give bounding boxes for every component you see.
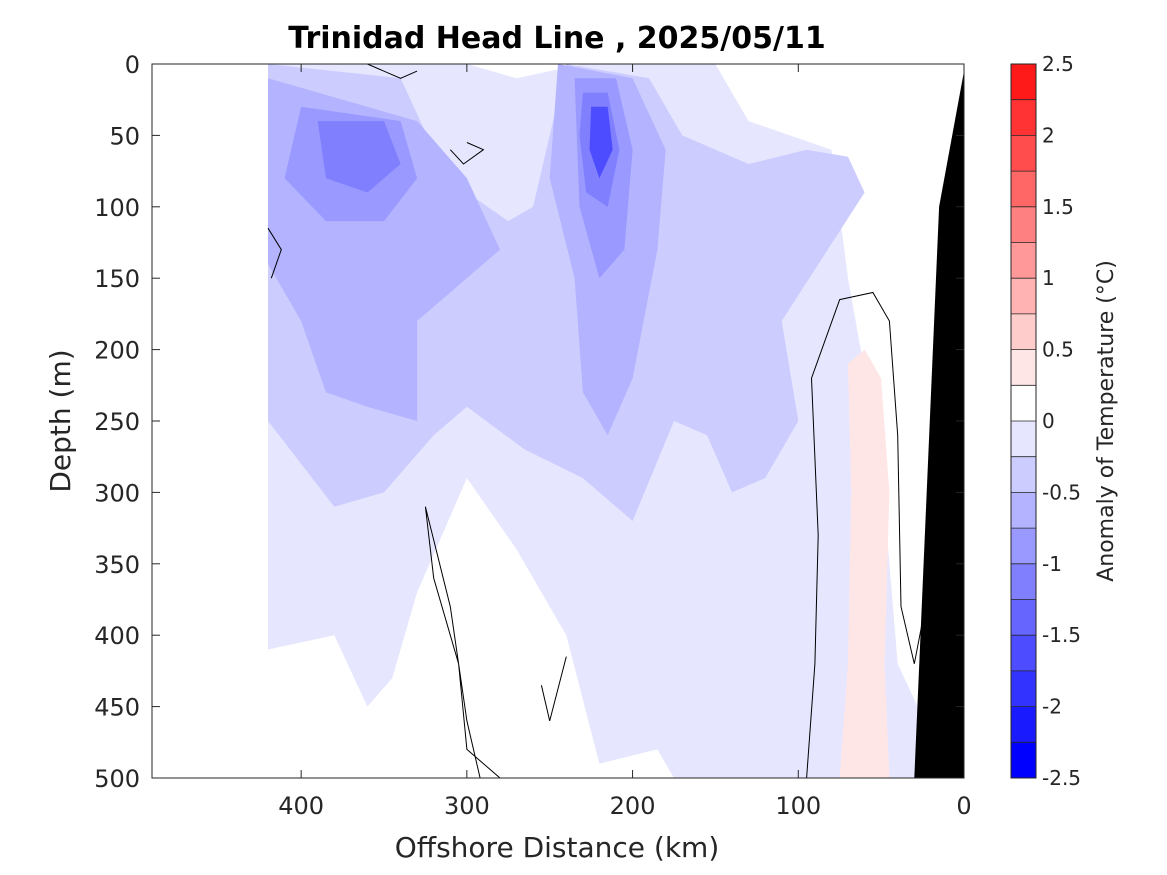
colorbar-tick-label: -2	[1042, 695, 1062, 719]
x-axis-ticks: 400 300 200 100 0	[278, 64, 972, 820]
zero-contours	[267, 64, 932, 778]
y-tick-label: 100	[94, 194, 140, 222]
colorbar-segment	[1011, 135, 1036, 172]
anomaly-region-6	[317, 121, 401, 193]
colorbar-segment	[1011, 349, 1036, 386]
colorbar-segment	[1011, 421, 1036, 457]
land-mask-shape	[914, 71, 964, 778]
colorbar-segment	[1011, 706, 1036, 743]
y-tick-label: 0	[125, 51, 140, 79]
colorbar-frame	[1010, 63, 1037, 779]
colorbar-segment	[1011, 385, 1036, 421]
colorbar-segment	[1011, 313, 1036, 350]
y-tick-label: 300	[94, 479, 140, 507]
colorbar-tick-label: 0	[1042, 409, 1055, 433]
y-tick-label: 50	[109, 122, 140, 150]
colorbar-segment	[1011, 492, 1036, 529]
colorbar-segment	[1011, 64, 1036, 100]
x-tick-label: 0	[956, 792, 971, 820]
anomaly-region-9	[839, 349, 890, 778]
colorbar-tick-label: 0.5	[1042, 338, 1074, 362]
colorbar-segment	[1011, 278, 1036, 314]
y-tick-label: 150	[94, 265, 140, 293]
colorbar-segment	[1011, 206, 1036, 243]
zero-contour-1	[806, 291, 932, 778]
y-tick-label: 350	[94, 551, 140, 579]
colorbar-segment	[1011, 670, 1036, 707]
y-tick-label: 400	[94, 622, 140, 650]
land-mask	[914, 71, 964, 778]
colorbar-tick-label: 1	[1042, 266, 1055, 290]
x-tick-label: 100	[775, 792, 821, 820]
colorbar-label: Anomaly of Temperature (°C)	[1094, 260, 1119, 582]
colorbar-tick-label: -2.5	[1042, 766, 1081, 790]
colorbar-segment	[1011, 242, 1036, 279]
y-tick-label: 500	[94, 765, 140, 793]
colorbar-segment	[1011, 635, 1036, 671]
colorbar-segment	[1011, 742, 1036, 778]
colorbar-segment	[1011, 171, 1036, 207]
zero-contour-0	[267, 227, 282, 279]
colorbar-tick-label: -0.5	[1042, 480, 1081, 504]
anomaly-region-8	[589, 106, 613, 179]
zero-contour-2	[424, 506, 501, 778]
colorbar-tick-label: -1.5	[1042, 623, 1081, 647]
zero-contour-3	[540, 656, 567, 722]
colorbar-tick-label: 1.5	[1042, 195, 1074, 219]
colorbar-tick-label: 2.5	[1042, 52, 1074, 76]
colorbar-segment	[1011, 456, 1036, 493]
colorbar-segment	[1011, 99, 1036, 136]
x-tick-label: 300	[444, 792, 490, 820]
zero-contour-5	[367, 64, 418, 79]
y-axis-label: Depth (m)	[44, 349, 77, 492]
chart-title: Trinidad Head Line , 2025/05/11	[288, 21, 825, 56]
zero-contour-4	[449, 142, 485, 165]
colorbar-segment	[1011, 563, 1036, 600]
y-axis-ticks: 0 50 100 150 200 250 300 350 400 450 500	[94, 51, 964, 793]
y-tick-label: 250	[94, 408, 140, 436]
y-tick-label: 200	[94, 337, 140, 365]
colorbar-segment	[1011, 528, 1036, 564]
anomaly-regions	[268, 64, 964, 778]
colorbar-tick-label: -1	[1042, 552, 1062, 576]
x-tick-label: 400	[278, 792, 324, 820]
colorbar-segment	[1011, 599, 1036, 636]
x-tick-label: 200	[610, 792, 656, 820]
colorbar: 2.5 2 1.5 1 0.5 0 -0.5 -1 -1.5 -2 -2.5	[1010, 52, 1081, 790]
colorbar-tick-label: 2	[1042, 123, 1055, 147]
x-axis-label: Offshore Distance (km)	[395, 831, 720, 864]
y-tick-label: 450	[94, 694, 140, 722]
